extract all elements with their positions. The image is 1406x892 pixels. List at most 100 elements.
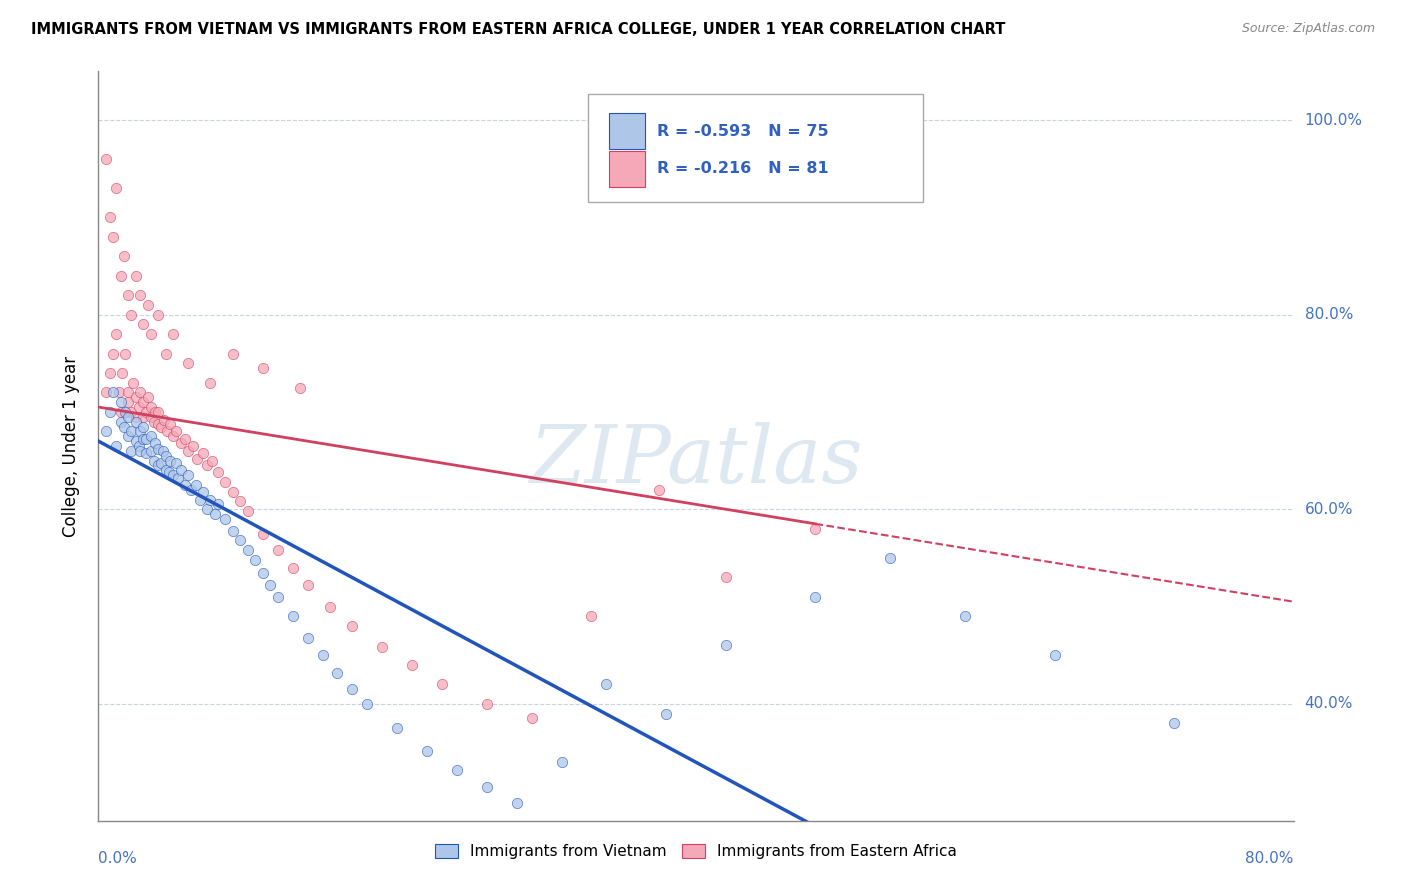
Point <box>155 463 177 477</box>
Point <box>200 492 222 507</box>
Point <box>288 381 311 395</box>
Point <box>136 298 159 312</box>
Point <box>475 697 498 711</box>
Point <box>117 385 139 400</box>
Point <box>165 456 187 470</box>
Point <box>94 385 117 400</box>
Point <box>135 446 157 460</box>
Text: R = -0.593   N = 75: R = -0.593 N = 75 <box>657 124 828 139</box>
Point <box>103 346 125 360</box>
Point <box>281 609 304 624</box>
Point <box>135 432 157 446</box>
Point <box>297 578 319 592</box>
Point <box>111 366 134 380</box>
Point <box>174 478 197 492</box>
Point <box>297 631 319 645</box>
Point <box>416 743 439 757</box>
Text: 60.0%: 60.0% <box>1305 502 1353 516</box>
Point <box>132 419 155 434</box>
Point <box>214 475 236 489</box>
Point <box>191 446 214 460</box>
Point <box>117 288 139 302</box>
Point <box>139 400 162 414</box>
Point <box>98 366 122 380</box>
Point <box>148 417 170 431</box>
Point <box>236 504 259 518</box>
Point <box>430 677 453 691</box>
Point <box>103 229 125 244</box>
Point <box>371 640 394 655</box>
Text: IMMIGRANTS FROM VIETNAM VS IMMIGRANTS FROM EASTERN AFRICA COLLEGE, UNDER 1 YEAR : IMMIGRANTS FROM VIETNAM VS IMMIGRANTS FR… <box>31 22 1005 37</box>
Point <box>655 706 678 721</box>
Point <box>112 249 135 263</box>
Point <box>953 609 976 624</box>
Text: 80.0%: 80.0% <box>1246 851 1294 866</box>
Point <box>207 465 229 479</box>
Point <box>108 385 131 400</box>
Point <box>169 436 191 450</box>
Point <box>150 419 173 434</box>
Point <box>326 665 349 680</box>
Point <box>94 425 117 439</box>
Point <box>125 409 148 424</box>
Text: 80.0%: 80.0% <box>1305 307 1353 322</box>
Text: 100.0%: 100.0% <box>1305 112 1362 128</box>
Point <box>139 443 162 458</box>
Point <box>125 390 148 404</box>
Point <box>222 484 245 499</box>
Point <box>121 376 143 390</box>
Point <box>475 780 498 794</box>
Point <box>162 327 184 342</box>
Point <box>128 400 150 414</box>
Point <box>139 327 162 342</box>
Point <box>143 405 166 419</box>
Point <box>267 543 290 558</box>
Point <box>110 268 132 283</box>
Point <box>342 619 364 633</box>
Point <box>259 578 281 592</box>
Point <box>136 390 159 404</box>
Point <box>120 443 142 458</box>
Text: 40.0%: 40.0% <box>1305 697 1353 711</box>
Point <box>114 405 136 419</box>
Point <box>267 590 290 604</box>
Point <box>162 429 184 443</box>
Point <box>129 443 152 458</box>
Point <box>281 560 304 574</box>
Point <box>166 471 188 485</box>
Point <box>342 682 364 697</box>
Point <box>222 524 245 538</box>
Point <box>222 346 245 360</box>
Point <box>252 566 274 580</box>
Point <box>520 711 543 725</box>
Point <box>148 308 170 322</box>
Point <box>1043 648 1066 663</box>
Point <box>148 442 170 456</box>
Point <box>148 405 170 419</box>
Point <box>236 543 259 558</box>
Point <box>252 526 274 541</box>
Point <box>165 425 187 439</box>
Point <box>311 648 333 663</box>
Point <box>120 425 142 439</box>
Point <box>105 439 128 453</box>
Point <box>188 492 211 507</box>
Point <box>200 376 222 390</box>
Text: R = -0.216   N = 81: R = -0.216 N = 81 <box>657 161 828 177</box>
Point <box>177 468 200 483</box>
Point <box>125 434 148 449</box>
Text: 0.0%: 0.0% <box>98 851 138 866</box>
Point <box>142 415 165 429</box>
Point <box>155 449 177 463</box>
Point <box>110 395 132 409</box>
Point <box>714 639 737 653</box>
Point <box>177 356 200 370</box>
Point <box>155 346 177 360</box>
Point <box>139 429 162 443</box>
Point <box>150 456 173 470</box>
Point <box>159 453 181 467</box>
Point <box>162 468 184 483</box>
Text: ZIPatlas: ZIPatlas <box>529 422 863 500</box>
Point <box>186 451 208 466</box>
Point <box>197 458 219 473</box>
